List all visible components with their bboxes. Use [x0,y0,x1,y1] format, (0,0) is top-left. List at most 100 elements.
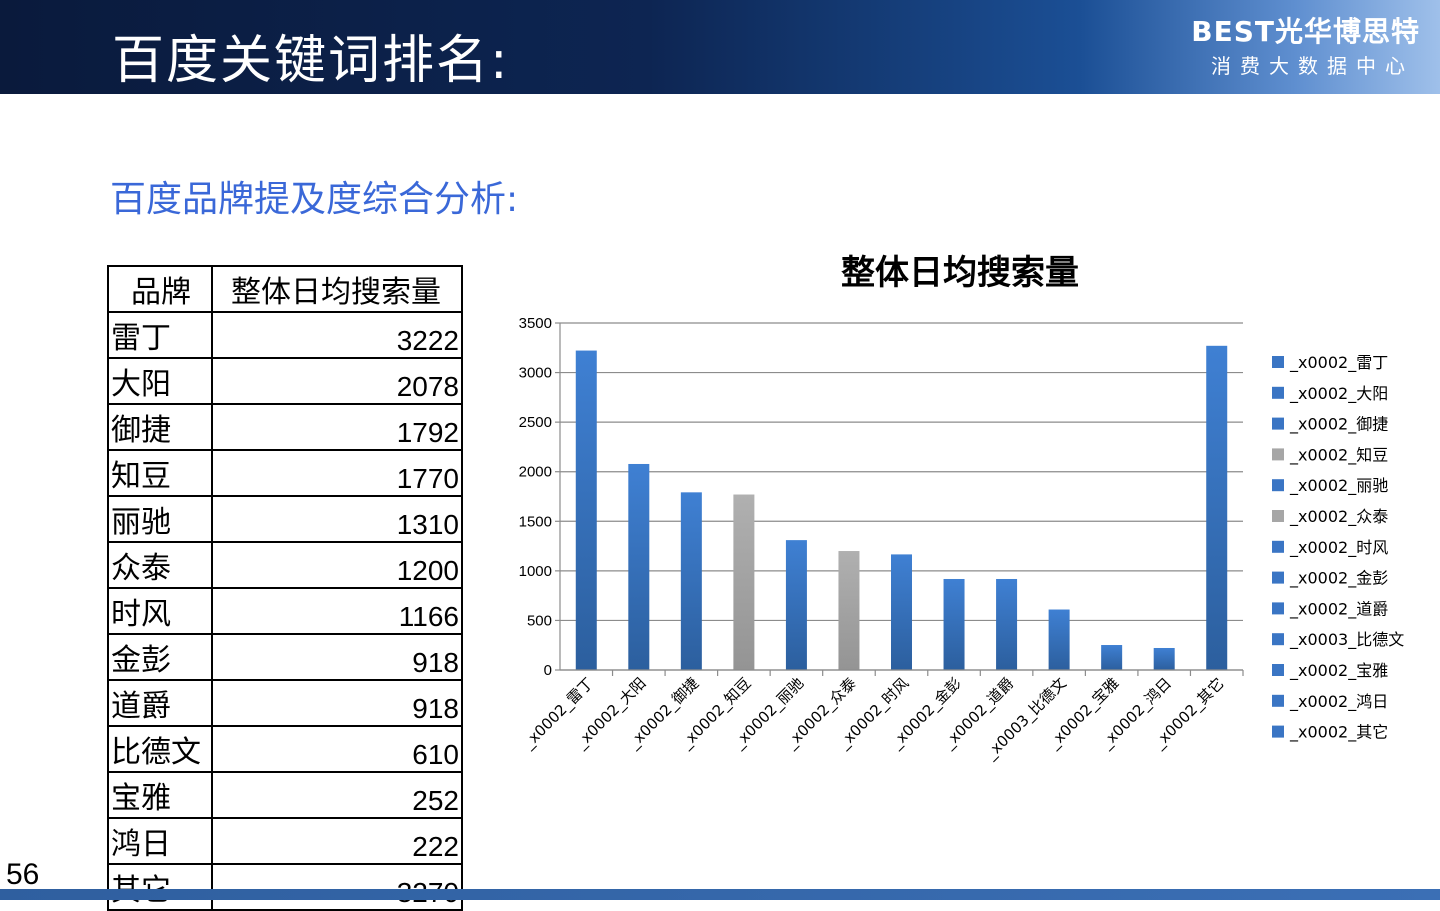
table-row: 道爵 918 [107,679,463,727]
legend-label: _x0003_比德文 [1289,630,1404,650]
page-number: 56 [6,858,40,891]
logo-sub-text: 消费大数据中心 [1211,54,1414,78]
legend-label: _x0002_知豆 [1289,445,1388,465]
slide-subtitle: 百度品牌提及度综合分析: [110,179,519,220]
brand-cell: 知豆 [107,449,213,497]
value-cell: 1166 [211,587,463,635]
brand-cell: 雷丁 [107,311,213,359]
search-volume-chart: 整体日均搜索量 0 500 1000 1500 2000 2500 3000 3500 _x000… [490,240,1440,850]
slide-title: 百度关键词排名: [112,31,510,91]
brand-search-table: 品牌 整体日均搜索量 雷丁 3222 大阳 2078 御捷 1792 知豆 1770 丽驰 1310 众… [107,265,463,911]
footer-bar [0,889,1440,900]
brand-cell: 比德文 [107,725,213,773]
legend-swatch [1272,448,1284,461]
bar [1048,609,1070,670]
chart-svg: 整体日均搜索量 0 500 1000 1500 2000 2500 3000 3500 _x000… [519,253,1405,764]
table-row: 丽驰 1310 [107,495,463,543]
legend-swatch [1272,417,1284,430]
legend-swatch [1272,725,1284,738]
legend-swatch [1272,540,1284,553]
header-brand: 品牌 [107,265,213,313]
y-tick-label: 500 [527,612,552,629]
legend-swatch [1272,571,1284,584]
legend-label: _x0002_雷丁 [1289,353,1388,373]
table-row: 大阳 2078 [107,357,463,405]
brand-cell: 众泰 [107,541,213,589]
value-cell: 918 [211,633,463,681]
brand-cell: 时风 [107,587,213,635]
table-row: 知豆 1770 [107,449,463,497]
brand-cell: 大阳 [107,357,213,405]
brand-cell: 道爵 [107,679,213,727]
value-cell: 1310 [211,495,463,543]
table-row: 宝雅 252 [107,771,463,819]
legend-label: _x0002_时风 [1289,538,1388,558]
value-cell: 2078 [211,357,463,405]
legend-swatch [1272,386,1284,399]
table-row: 雷丁 3222 [107,311,463,359]
value-cell: 1770 [211,449,463,497]
y-tick-label: 0 [544,662,552,679]
legend-swatch [1272,602,1284,615]
bar [575,350,597,670]
bar [1206,345,1228,670]
y-tick-label: 2500 [519,414,552,431]
brand-cell: 其它 [107,863,213,911]
logo-main-text: BEST光华博思特 [1191,15,1420,48]
legend-label: _x0002_大阳 [1289,384,1388,404]
bar [1153,647,1175,670]
table-row: 鸿日 222 [107,817,463,865]
y-tick-label: 1500 [519,513,552,530]
value-cell: 610 [211,725,463,773]
legend-swatch [1272,510,1284,522]
bar [785,540,807,670]
legend-swatch [1272,479,1284,492]
bar [1101,645,1123,670]
brand-logo: BEST光华博思特 消费大数据中心 [1180,6,1420,88]
table-row: 金彭 918 [107,633,463,681]
y-tick-label: 1000 [519,563,552,580]
legend-swatch [1272,694,1284,707]
value-cell: 1200 [211,541,463,589]
y-tick-label: 3500 [519,315,552,332]
brand-cell: 宝雅 [107,771,213,819]
brand-cell: 鸿日 [107,817,213,865]
legend-label: _x0002_其它 [1289,723,1388,743]
brand-cell: 御捷 [107,403,213,451]
value-cell: 918 [211,679,463,727]
legend-label: _x0002_众泰 [1289,507,1388,527]
value-cell: 222 [211,817,463,865]
bar [996,578,1018,670]
legend-swatch [1272,664,1284,676]
table-row: 其它3270 [107,863,463,911]
bar [891,554,912,670]
brand-cell: 丽驰 [107,495,213,543]
legend-label: _x0002_金彭 [1289,569,1388,589]
header-search-volume: 整体日均搜索量 [211,265,463,313]
table-row: 众泰 1200 [107,541,463,589]
value-cell: 252 [211,771,463,819]
bar [628,463,650,670]
bar [733,494,755,670]
legend-swatch [1272,633,1284,646]
table-row: 御捷 1792 [107,403,463,451]
header-banner: 百度关键词排名: BEST光华博思特 消费大数据中心 [0,0,1440,94]
value-cell: 1792 [211,403,463,451]
y-tick-label: 3000 [519,365,552,382]
legend-label: _x0002_道爵 [1289,599,1388,619]
legend-label: _x0002_御捷 [1289,415,1388,435]
table-row: 比德文 610 [107,725,463,773]
value-cell: 3270 [211,863,463,911]
legend-label: _x0002_丽驰 [1289,476,1388,496]
chart-title: 整体日均搜索量 [841,253,1079,293]
bar [838,551,860,670]
table-header-row: 品牌 整体日均搜索量 [107,265,463,313]
bar [680,492,702,670]
brand-cell: 金彭 [107,633,213,681]
legend-label: _x0002_鸿日 [1289,692,1388,712]
table-row: 时风 1166 [107,587,463,635]
bar [943,578,965,670]
value-cell: 3222 [211,311,463,359]
legend-swatch [1272,356,1284,368]
y-tick-label: 2000 [519,464,552,481]
